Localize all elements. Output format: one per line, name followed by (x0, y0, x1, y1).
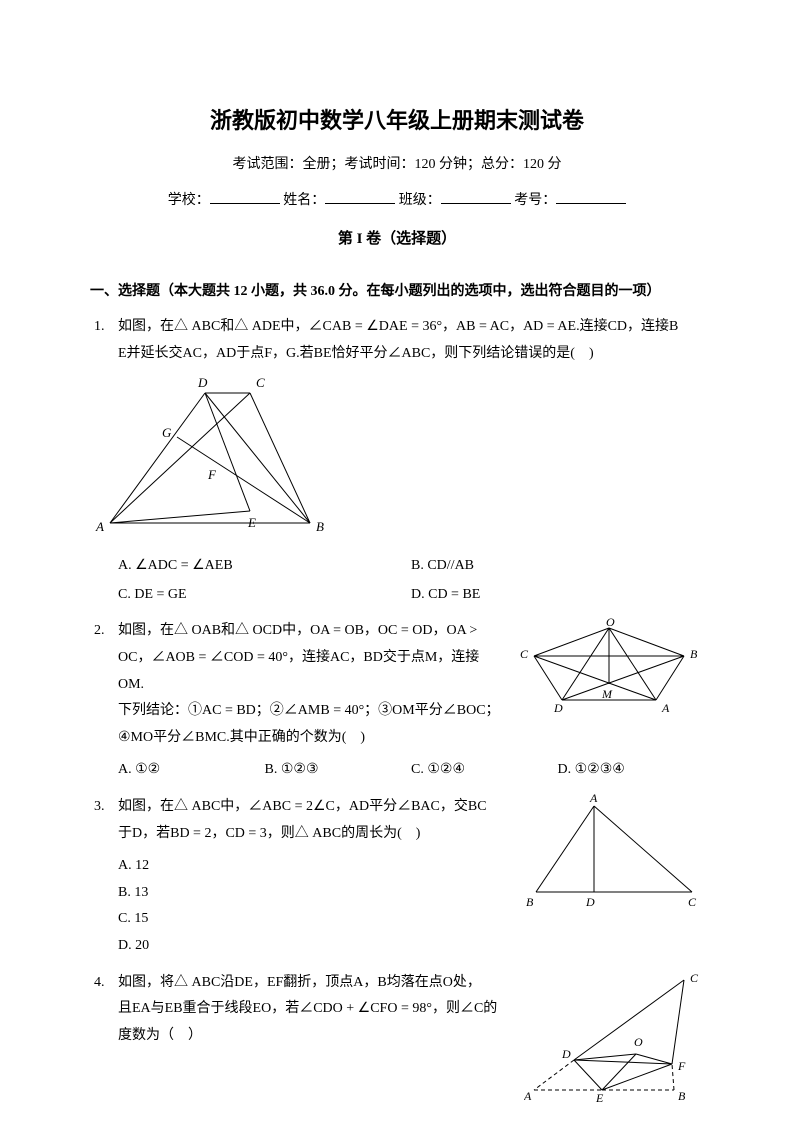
svg-text:D: D (553, 701, 563, 713)
svg-text:C: C (688, 895, 697, 909)
student-info-line: 学校： 姓名： 班级： 考号： (90, 188, 704, 215)
q1-line1: 如图，在△ ABC和△ ADE中，∠CAB = ∠DAE = 36°，AB = … (118, 314, 704, 341)
svg-text:C: C (690, 971, 699, 985)
q1-number: 1. (94, 314, 105, 341)
svg-text:A: A (661, 701, 670, 713)
q3-options: A. 12 B. 13 C. 15 D. 20 (118, 853, 514, 959)
q1-option-a[interactable]: A. ∠ADC = ∠AEB (118, 553, 411, 580)
question-3: 3. 如图，在△ ABC中，∠ABC = 2∠C，AD平分∠BAC，交BC 于D… (118, 794, 514, 847)
svg-text:C: C (520, 647, 529, 661)
q4-number: 4. (94, 970, 105, 997)
svg-text:O: O (634, 1035, 643, 1049)
q1-option-b[interactable]: B. CD//AB (411, 553, 704, 580)
q2-option-a[interactable]: A. ①② (118, 757, 265, 784)
svg-text:C: C (256, 375, 265, 390)
question-4: 4. 如图，将△ ABC沿DE，EF翻折，顶点A，B均落在点O处， 且EA与EB… (118, 970, 514, 1050)
svg-text:B: B (316, 519, 324, 534)
svg-text:M: M (601, 687, 613, 701)
svg-text:D: D (561, 1047, 571, 1061)
svg-text:A: A (95, 519, 104, 534)
section-1-heading: 一、选择题（本大题共 12 小题，共 36.0 分。在每小题列出的选项中，选出符… (90, 279, 704, 306)
q2-figure: O C B D A M (514, 618, 704, 713)
svg-text:G: G (162, 425, 172, 440)
q2-line4: ④MO平分∠BMC.其中正确的个数为( ) (118, 725, 504, 752)
svg-text:A: A (589, 794, 598, 805)
q1-line2: E并延长交AC，AD于点F，G.若BE恰好平分∠ABC，则下列结论错误的是( ) (118, 341, 704, 368)
q4-figure: C A B D E F O (524, 970, 704, 1105)
q3-figure: A B C D (524, 794, 704, 909)
svg-text:B: B (690, 647, 698, 661)
q3-number: 3. (94, 794, 105, 821)
q2-line1: 如图，在△ OAB和△ OCD中，OA = OB，OC = OD，OA > (118, 618, 504, 645)
svg-text:B: B (526, 895, 534, 909)
question-2: 2. 如图，在△ OAB和△ OCD中，OA = OB，OC = OD，OA >… (118, 618, 504, 751)
q1-option-c[interactable]: C. DE = GE (118, 582, 411, 609)
svg-text:D: D (197, 375, 208, 390)
q4-line3: 度数为（ ） (118, 1023, 514, 1050)
svg-text:B: B (678, 1089, 686, 1103)
q2-line2: OC，∠AOB = ∠COD = 40°，连接AC，BD交于点M，连接OM. (118, 645, 504, 698)
examno-label: 考号： (514, 193, 556, 208)
q1-option-d[interactable]: D. CD = BE (411, 582, 704, 609)
page-title: 浙教版初中数学八年级上册期末测试卷 (90, 100, 704, 142)
exam-scope: 考试范围：全册；考试时间：120 分钟；总分：120 分 (90, 152, 704, 179)
school-blank[interactable] (210, 189, 280, 204)
q3-line2: 于D，若BD = 2，CD = 3，则△ ABC的周长为( ) (118, 821, 514, 848)
q3-option-a[interactable]: A. 12 (118, 853, 514, 880)
part-label: 第 I 卷（选择题） (90, 225, 704, 254)
name-label: 姓名： (283, 193, 325, 208)
name-blank[interactable] (325, 189, 395, 204)
question-1: 1. 如图，在△ ABC和△ ADE中，∠CAB = ∠DAE = 36°，AB… (118, 314, 704, 367)
q4-line1: 如图，将△ ABC沿DE，EF翻折，顶点A，B均落在点O处， (118, 970, 514, 997)
school-label: 学校： (168, 193, 210, 208)
q2-option-b[interactable]: B. ①②③ (265, 757, 412, 784)
svg-text:F: F (677, 1059, 686, 1073)
class-blank[interactable] (441, 189, 511, 204)
q3-option-c[interactable]: C. 15 (118, 906, 514, 933)
svg-text:D: D (585, 895, 595, 909)
svg-text:F: F (207, 467, 217, 482)
q3-line1: 如图，在△ ABC中，∠ABC = 2∠C，AD平分∠BAC，交BC (118, 794, 514, 821)
q3-option-b[interactable]: B. 13 (118, 880, 514, 907)
q2-option-c[interactable]: C. ①②④ (411, 757, 558, 784)
class-label: 班级： (399, 193, 441, 208)
q2-line3: 下列结论：①AC = BD；②∠AMB = 40°；③OM平分∠BOC； (118, 698, 504, 725)
q1-figure: A B C D E F G (90, 373, 704, 543)
svg-text:E: E (595, 1091, 604, 1105)
q1-options: A. ∠ADC = ∠AEB B. CD//AB C. DE = GE D. C… (118, 553, 704, 608)
examno-blank[interactable] (556, 189, 626, 204)
q4-line2: 且EA与EB重合于线段EO，若∠CDO + ∠CFO = 98°，则∠C的 (118, 996, 514, 1023)
svg-text:O: O (606, 618, 615, 629)
q2-number: 2. (94, 618, 105, 645)
q2-option-d[interactable]: D. ①②③④ (558, 757, 705, 784)
svg-text:E: E (247, 515, 256, 530)
q3-option-d[interactable]: D. 20 (118, 933, 514, 960)
q2-options: A. ①② B. ①②③ C. ①②④ D. ①②③④ (118, 757, 704, 784)
svg-text:A: A (524, 1089, 532, 1103)
